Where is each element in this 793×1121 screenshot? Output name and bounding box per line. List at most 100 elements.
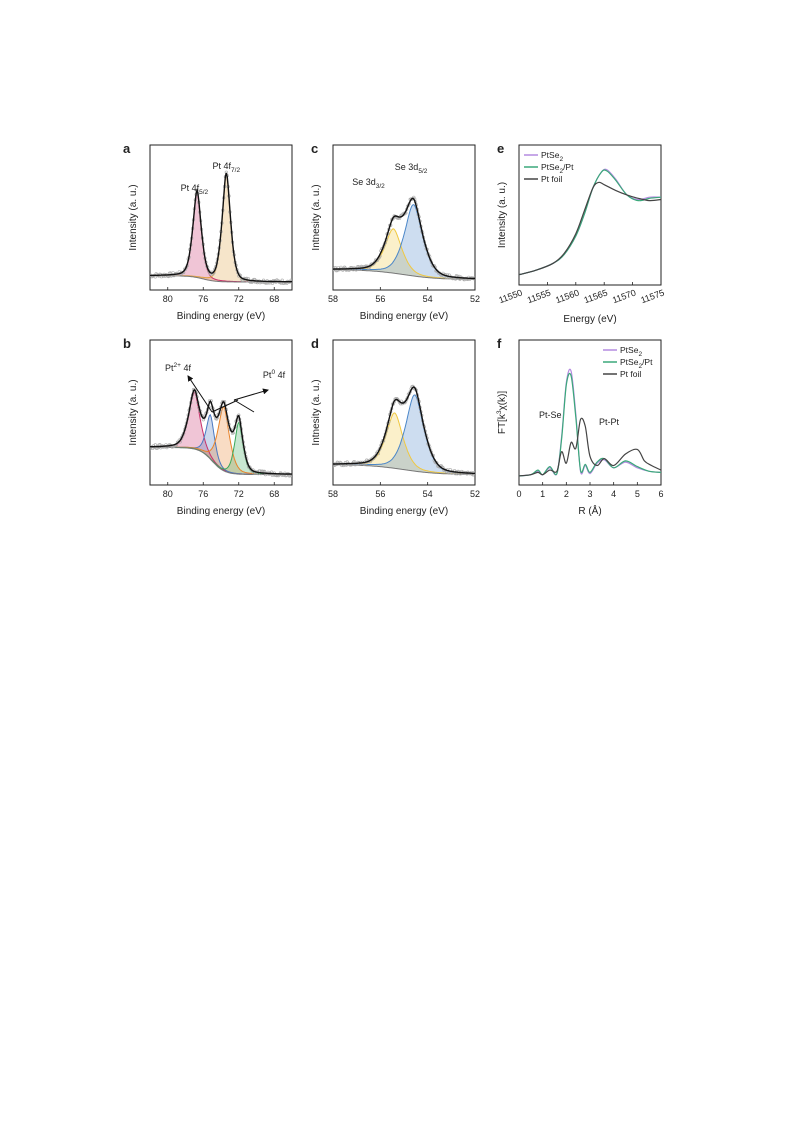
x-tick-label: 6: [658, 489, 663, 499]
legend-entry: PtSe2/Pt: [541, 162, 574, 175]
plot-frame-e: [518, 144, 662, 286]
fit-envelope-line: [333, 386, 475, 475]
legend-entry: PtSe2: [620, 345, 642, 358]
fit-envelope-line: [150, 172, 292, 283]
peak-fill-1: [333, 412, 475, 475]
peak-fill-2: [333, 204, 475, 280]
x-tick-label: 3: [587, 489, 592, 499]
peak-annotation: Pt-Se: [539, 410, 562, 420]
x-axis-title: Binding energy (eV): [177, 311, 265, 322]
y-axis-title: Intnesity (a. u.): [311, 379, 322, 445]
arrow-pt0-right: [233, 388, 269, 401]
x-axis-title: Binding energy (eV): [360, 311, 448, 322]
peak-fill-2: [150, 173, 292, 282]
panel-b: 80 76 72 68 Binding energy (eV) Intensity (a.…: [123, 336, 293, 517]
x-tick-label: 76: [198, 294, 208, 304]
x-tick-label: 56: [375, 489, 385, 499]
legend-entry: Pt foil: [541, 174, 562, 184]
x-tick-label: 5: [635, 489, 640, 499]
x-axis-title: Binding energy (eV): [177, 506, 265, 517]
plot-area-b: [150, 387, 292, 478]
fit-envelope-line: [150, 388, 292, 475]
peak-annotation: Pt 4f7/2: [213, 161, 241, 174]
series-line-ptse2-pt: [519, 372, 661, 477]
peak-annotation: Pt-Pt: [599, 417, 620, 427]
plot-frame-b: [149, 339, 293, 486]
x-tick-label: 58: [328, 294, 338, 304]
x-tick-label: 4: [611, 489, 616, 499]
series-line-pt-foil: [519, 417, 661, 477]
x-tick-label: 52: [470, 489, 480, 499]
x-tick-label: 11575: [639, 287, 665, 305]
x-tick-label: 68: [269, 489, 279, 499]
series-line-ptse2-pt: [519, 169, 661, 276]
series-line-ptse2: [519, 368, 661, 477]
y-axis-title: Intnesity (a. u.): [311, 184, 322, 250]
x-tick-label: 72: [234, 489, 244, 499]
panel-e: 11550 11555 11560 11565 11570 11575 Energy (eV…: [497, 141, 666, 325]
x-tick-label: 11565: [583, 287, 609, 305]
x-tick-label: 11560: [554, 287, 580, 305]
plot-area-d: [333, 384, 475, 477]
plot-area-a: [150, 170, 292, 286]
peak-annotation: Pt 4f5/2: [181, 183, 209, 196]
x-tick-label: 54: [423, 294, 433, 304]
panel-letter: e: [497, 141, 504, 156]
data-point: [473, 276, 475, 280]
peak-annotation: Pt0 4f: [263, 369, 286, 380]
panel-letter: a: [123, 141, 131, 156]
panel-letter: f: [497, 336, 502, 351]
x-tick-label: 11555: [526, 287, 552, 305]
y-axis-title: Intensity (a. u.): [128, 184, 139, 250]
peak-annotation: Pt2+ 4f: [165, 362, 191, 373]
peak-fill-2: [333, 394, 475, 475]
arrow-pt0-left: [233, 399, 255, 413]
x-tick-label: 72: [234, 294, 244, 304]
x-tick-label: 56: [375, 294, 385, 304]
data-point: [290, 473, 292, 477]
legend-entry: PtSe2: [541, 150, 563, 163]
panel-letter: b: [123, 336, 131, 351]
x-tick-label: 80: [163, 294, 173, 304]
plot-frame-d: [332, 339, 476, 486]
plot-area-f: [519, 368, 661, 477]
x-axis-title: Energy (eV): [563, 314, 616, 325]
panel-letter: d: [311, 336, 319, 351]
panel-letter: c: [311, 141, 318, 156]
arrow-pt2-right: [211, 399, 239, 413]
x-tick-label: 52: [470, 294, 480, 304]
fit-envelope-line: [333, 197, 475, 280]
x-tick-label: 11550: [497, 287, 523, 305]
arrow-pt2-left: [187, 375, 213, 413]
x-axis-title: R (Å): [578, 504, 601, 517]
y-axis-title: Intensity (a. u.): [497, 182, 508, 248]
legend-entry: Pt foil: [620, 369, 641, 379]
panel-a: 80 76 72 68 Binding energy (eV) Intensity (a.…: [123, 141, 293, 322]
x-tick-label: 1: [540, 489, 545, 499]
x-tick-label: 0: [516, 489, 521, 499]
y-axis-title: FT[k3χ(k)]: [496, 391, 508, 435]
x-axis-title: Binding energy (eV): [360, 506, 448, 517]
series-line-pt-foil: [519, 181, 661, 276]
x-tick-label: 76: [198, 489, 208, 499]
series-line-ptse2: [519, 168, 661, 276]
x-tick-label: 58: [328, 489, 338, 499]
plot-area-c: [333, 195, 475, 282]
peak-annotation: Se 3d5/2: [395, 162, 428, 175]
plot-area-e: [519, 168, 661, 276]
x-tick-label: 2: [564, 489, 569, 499]
x-tick-label: 68: [269, 294, 279, 304]
y-axis-title: Intensity (a. u.): [128, 379, 139, 445]
x-tick-label: 54: [423, 489, 433, 499]
peak-fill-3: [150, 406, 292, 475]
x-tick-label: 80: [163, 489, 173, 499]
plot-frame-c: [332, 144, 476, 291]
panel-d: 58 56 54 52 Binding energy (eV) Intnesity (a.…: [311, 336, 480, 517]
peak-fill-1: [333, 228, 475, 280]
x-tick-label: 11570: [611, 287, 637, 305]
panel-c: 58 56 54 52 Binding energy (eV) Intnesity (a.…: [311, 141, 480, 322]
